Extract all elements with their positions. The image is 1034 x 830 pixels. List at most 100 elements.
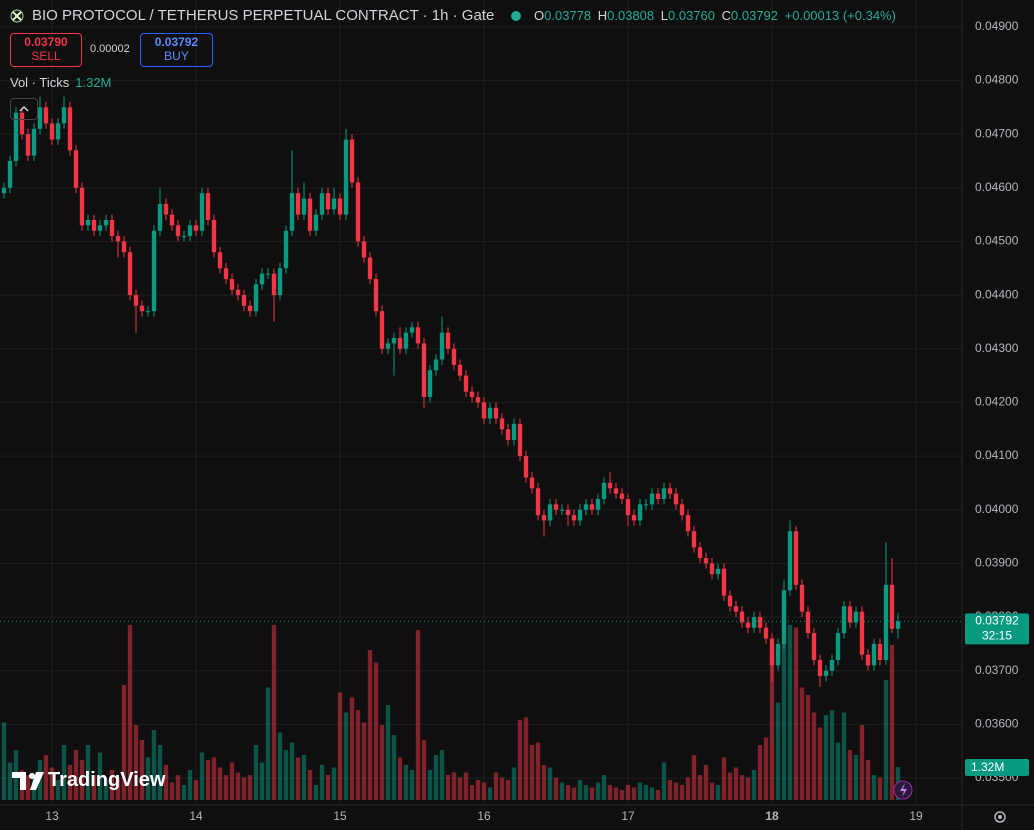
volume-bar [235, 772, 241, 800]
candle-body [517, 423, 523, 457]
candle-body [211, 219, 217, 253]
candle-body [505, 429, 511, 440]
candle-body [523, 456, 529, 478]
volume-bar [685, 777, 691, 800]
candle-body [271, 273, 277, 296]
candle-body [793, 531, 799, 585]
volume-bar [79, 760, 85, 800]
candle-body [343, 139, 349, 215]
candle-body [457, 364, 463, 376]
candle-body [439, 332, 445, 360]
candle-body [109, 219, 115, 237]
caret [19, 105, 29, 112]
candle-body [673, 493, 679, 505]
volume-bar [25, 775, 31, 800]
volume-bar [697, 775, 703, 800]
legend-value: 0.03760 [668, 8, 715, 23]
sell-button[interactable]: 0.03790 SELL [10, 33, 82, 67]
candle-body [241, 295, 247, 306]
volume-bar [109, 770, 115, 800]
volume-bar [253, 745, 259, 800]
candle-body [199, 193, 205, 231]
volume-bar [583, 785, 589, 800]
buy-button[interactable]: 0.03792 BUY [140, 33, 213, 67]
volume-bar [667, 780, 673, 800]
volume-bar [163, 765, 169, 800]
volume-bar [451, 772, 457, 800]
candle-body [817, 659, 823, 677]
candle-body [127, 252, 133, 296]
candle-body [499, 418, 505, 430]
volume-bar [49, 767, 55, 800]
candle-body [385, 343, 391, 349]
candle-body [85, 219, 91, 226]
candle-body [703, 558, 709, 564]
volume-bar [637, 782, 643, 800]
settings-button[interactable] [994, 811, 1006, 823]
volume-bar [835, 742, 841, 800]
candle-body [631, 515, 637, 521]
candle-body [781, 590, 787, 644]
lightning-button[interactable] [893, 780, 913, 800]
volume-bar [445, 775, 451, 800]
volume-bar [301, 755, 307, 800]
candle-body [157, 203, 163, 231]
volume-bar [295, 757, 301, 800]
volume-bar [577, 780, 583, 800]
candle-body [43, 107, 49, 124]
candle-body [49, 123, 55, 140]
candle-body [367, 257, 373, 280]
candle-body [409, 327, 415, 333]
volume-bar [817, 727, 823, 800]
candle-body [583, 504, 589, 510]
buy-price: 0.03792 [154, 35, 199, 49]
volume-bar [331, 767, 337, 800]
volume-bar [283, 750, 289, 800]
candle-body [859, 611, 865, 655]
candle-body [685, 515, 691, 532]
volume-bar [103, 780, 109, 800]
candle-body [775, 643, 781, 666]
candle-body [871, 643, 877, 666]
volume-bar [535, 742, 541, 800]
volume-bar [307, 770, 313, 800]
candle-body [655, 493, 661, 499]
volume-legend-label: Vol · Ticks [10, 75, 70, 90]
x-tick-label: 13 [45, 809, 59, 823]
x-tick-label: 16 [477, 809, 491, 823]
volume-bar [61, 745, 67, 800]
volume-bar [673, 782, 679, 800]
volume-bar [475, 780, 481, 800]
candle-body [811, 633, 817, 660]
candle-body [193, 225, 199, 231]
candle-body [637, 504, 643, 521]
y-tick-label: 0.04000 [975, 502, 1019, 516]
candle-body [151, 230, 157, 312]
volume-legend: Vol · Ticks 1.32M [10, 75, 111, 90]
candle-body [229, 279, 235, 290]
volume-bar [271, 625, 277, 800]
y-tick-label: 0.03900 [975, 556, 1019, 570]
ohlc-legend: O0.03778 H0.03808 L0.03760 C0.03792 +0.0… [534, 8, 899, 23]
candle-body [145, 311, 151, 313]
candle-body [25, 134, 31, 156]
volume-bar [739, 775, 745, 800]
header-icon [10, 9, 521, 23]
volume-bar [865, 760, 871, 800]
volume-bar [433, 755, 439, 800]
volume-bar [877, 777, 883, 800]
legend-value: 0.03808 [607, 8, 655, 23]
collapse-button[interactable] [10, 98, 38, 120]
candle-body [277, 268, 283, 296]
volume-bar [247, 775, 253, 800]
candle-body [559, 509, 565, 511]
y-tick-label: 0.04500 [975, 234, 1019, 248]
volume-bar [289, 742, 295, 800]
candle-body [757, 617, 763, 628]
candle-body [649, 493, 655, 505]
candle-body [481, 402, 487, 419]
candle-body [709, 563, 715, 575]
candle-body [415, 327, 421, 344]
sell-label: SELL [31, 49, 61, 63]
candle-body [475, 397, 481, 403]
